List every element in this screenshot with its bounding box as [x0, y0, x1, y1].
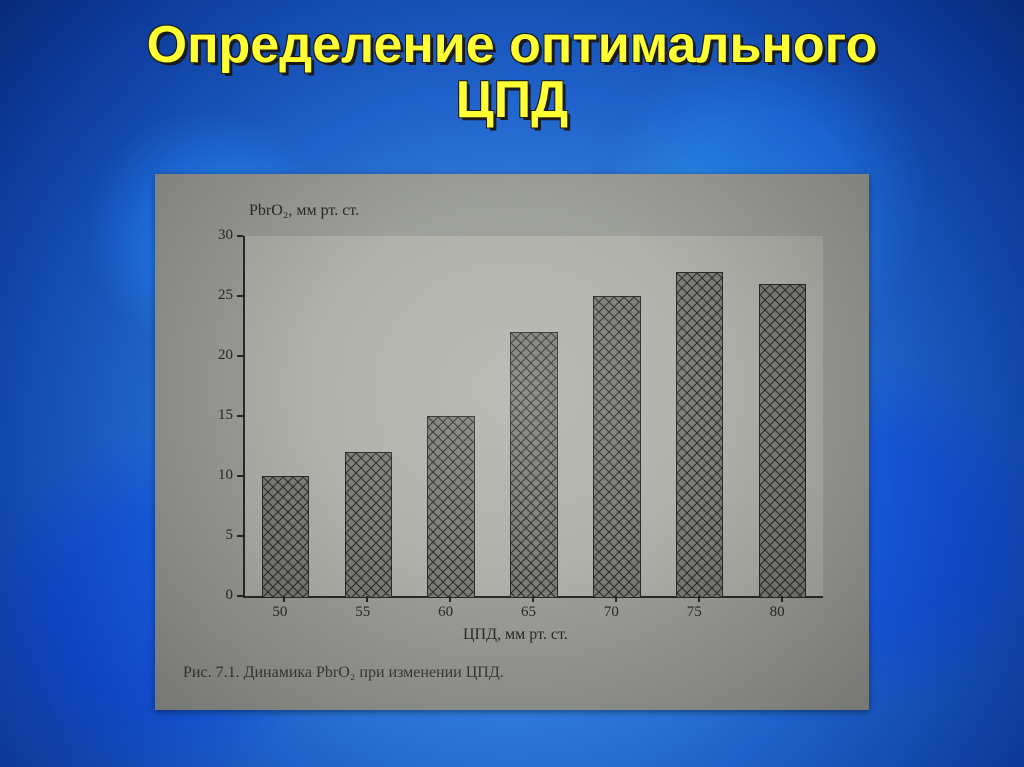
x-tick: [532, 596, 534, 602]
x-tick-label: 60: [438, 604, 453, 621]
title-line-2: ЦПД: [456, 71, 568, 129]
y-tick-label: 15: [218, 407, 233, 424]
y-tick-label: 5: [226, 527, 234, 544]
x-tick: [449, 596, 451, 602]
bar: [676, 272, 724, 598]
x-tick: [283, 596, 285, 602]
x-tick-label: 55: [355, 604, 370, 621]
bar: [345, 452, 393, 598]
bar: [510, 332, 558, 598]
x-tick-label: 80: [770, 604, 785, 621]
title-line-1: Определение оптимального: [147, 16, 878, 74]
y-tick-label: 30: [218, 227, 233, 244]
y-tick-label: 0: [226, 587, 234, 604]
chart-figure: PbrO₂, мм рт. ст. ЦПД, мм рт. ст. Рис. 7…: [155, 174, 869, 710]
y-axis-title: PbrO₂, мм рт. ст.: [249, 202, 359, 220]
y-tick: [237, 415, 243, 417]
x-tick: [781, 596, 783, 602]
y-tick: [237, 355, 243, 357]
x-tick-label: 75: [687, 604, 702, 621]
slide: Определение оптимального ЦПД PbrO₂, мм р…: [0, 0, 1024, 767]
x-tick-label: 65: [521, 604, 536, 621]
y-tick: [237, 235, 243, 237]
y-tick: [237, 595, 243, 597]
x-tick: [366, 596, 368, 602]
bar: [427, 416, 475, 598]
bar: [593, 296, 641, 598]
slide-title: Определение оптимального ЦПД: [0, 18, 1024, 127]
x-axis-title: ЦПД, мм рт. ст.: [463, 626, 568, 644]
bar: [262, 476, 310, 598]
y-tick: [237, 535, 243, 537]
y-tick-label: 10: [218, 467, 233, 484]
y-tick-label: 25: [218, 287, 233, 304]
y-tick: [237, 475, 243, 477]
y-tick: [237, 295, 243, 297]
x-tick: [698, 596, 700, 602]
y-axis: [243, 236, 245, 596]
figure-caption: Рис. 7.1. Динамика PbrO₂ при изменении Ц…: [183, 664, 504, 682]
y-tick-label: 20: [218, 347, 233, 364]
x-tick: [615, 596, 617, 602]
bar: [759, 284, 807, 598]
x-tick-label: 50: [272, 604, 287, 621]
x-tick-label: 70: [604, 604, 619, 621]
